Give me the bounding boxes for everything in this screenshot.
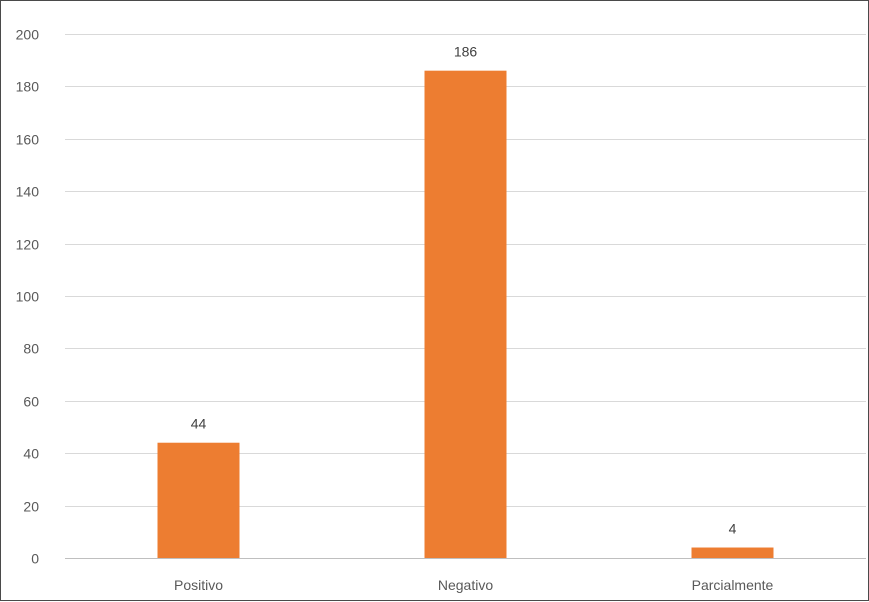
y-tick-label: 180 xyxy=(16,79,40,95)
y-tick-label: 80 xyxy=(23,341,39,357)
y-tick-label: 200 xyxy=(16,27,40,43)
bar-negativo xyxy=(424,70,507,559)
y-tick-label: 160 xyxy=(16,132,40,148)
data-label: 44 xyxy=(191,416,207,432)
y-tick-label: 40 xyxy=(23,446,39,462)
y-tick-label: 0 xyxy=(31,551,39,567)
y-tick-label: 140 xyxy=(16,184,40,200)
data-label: 186 xyxy=(454,44,478,60)
bars xyxy=(157,70,774,559)
bar-parcialmente xyxy=(691,547,774,558)
y-tick-label: 20 xyxy=(23,499,39,515)
x-category-label: Negativo xyxy=(438,577,493,593)
y-axis-tick-labels: 0 20 40 60 80 100 120 140 160 180 200 xyxy=(16,27,40,567)
y-tick-label: 60 xyxy=(23,394,39,410)
x-category-label: Positivo xyxy=(174,577,223,593)
data-labels: 44 186 4 xyxy=(191,44,737,537)
x-axis-category-labels: Positivo Negativo Parcialmente xyxy=(174,577,774,593)
bar-positivo xyxy=(157,442,240,558)
data-label: 4 xyxy=(729,521,737,537)
x-category-label: Parcialmente xyxy=(692,577,774,593)
y-tick-label: 120 xyxy=(16,237,40,253)
y-tick-label: 100 xyxy=(16,289,40,305)
